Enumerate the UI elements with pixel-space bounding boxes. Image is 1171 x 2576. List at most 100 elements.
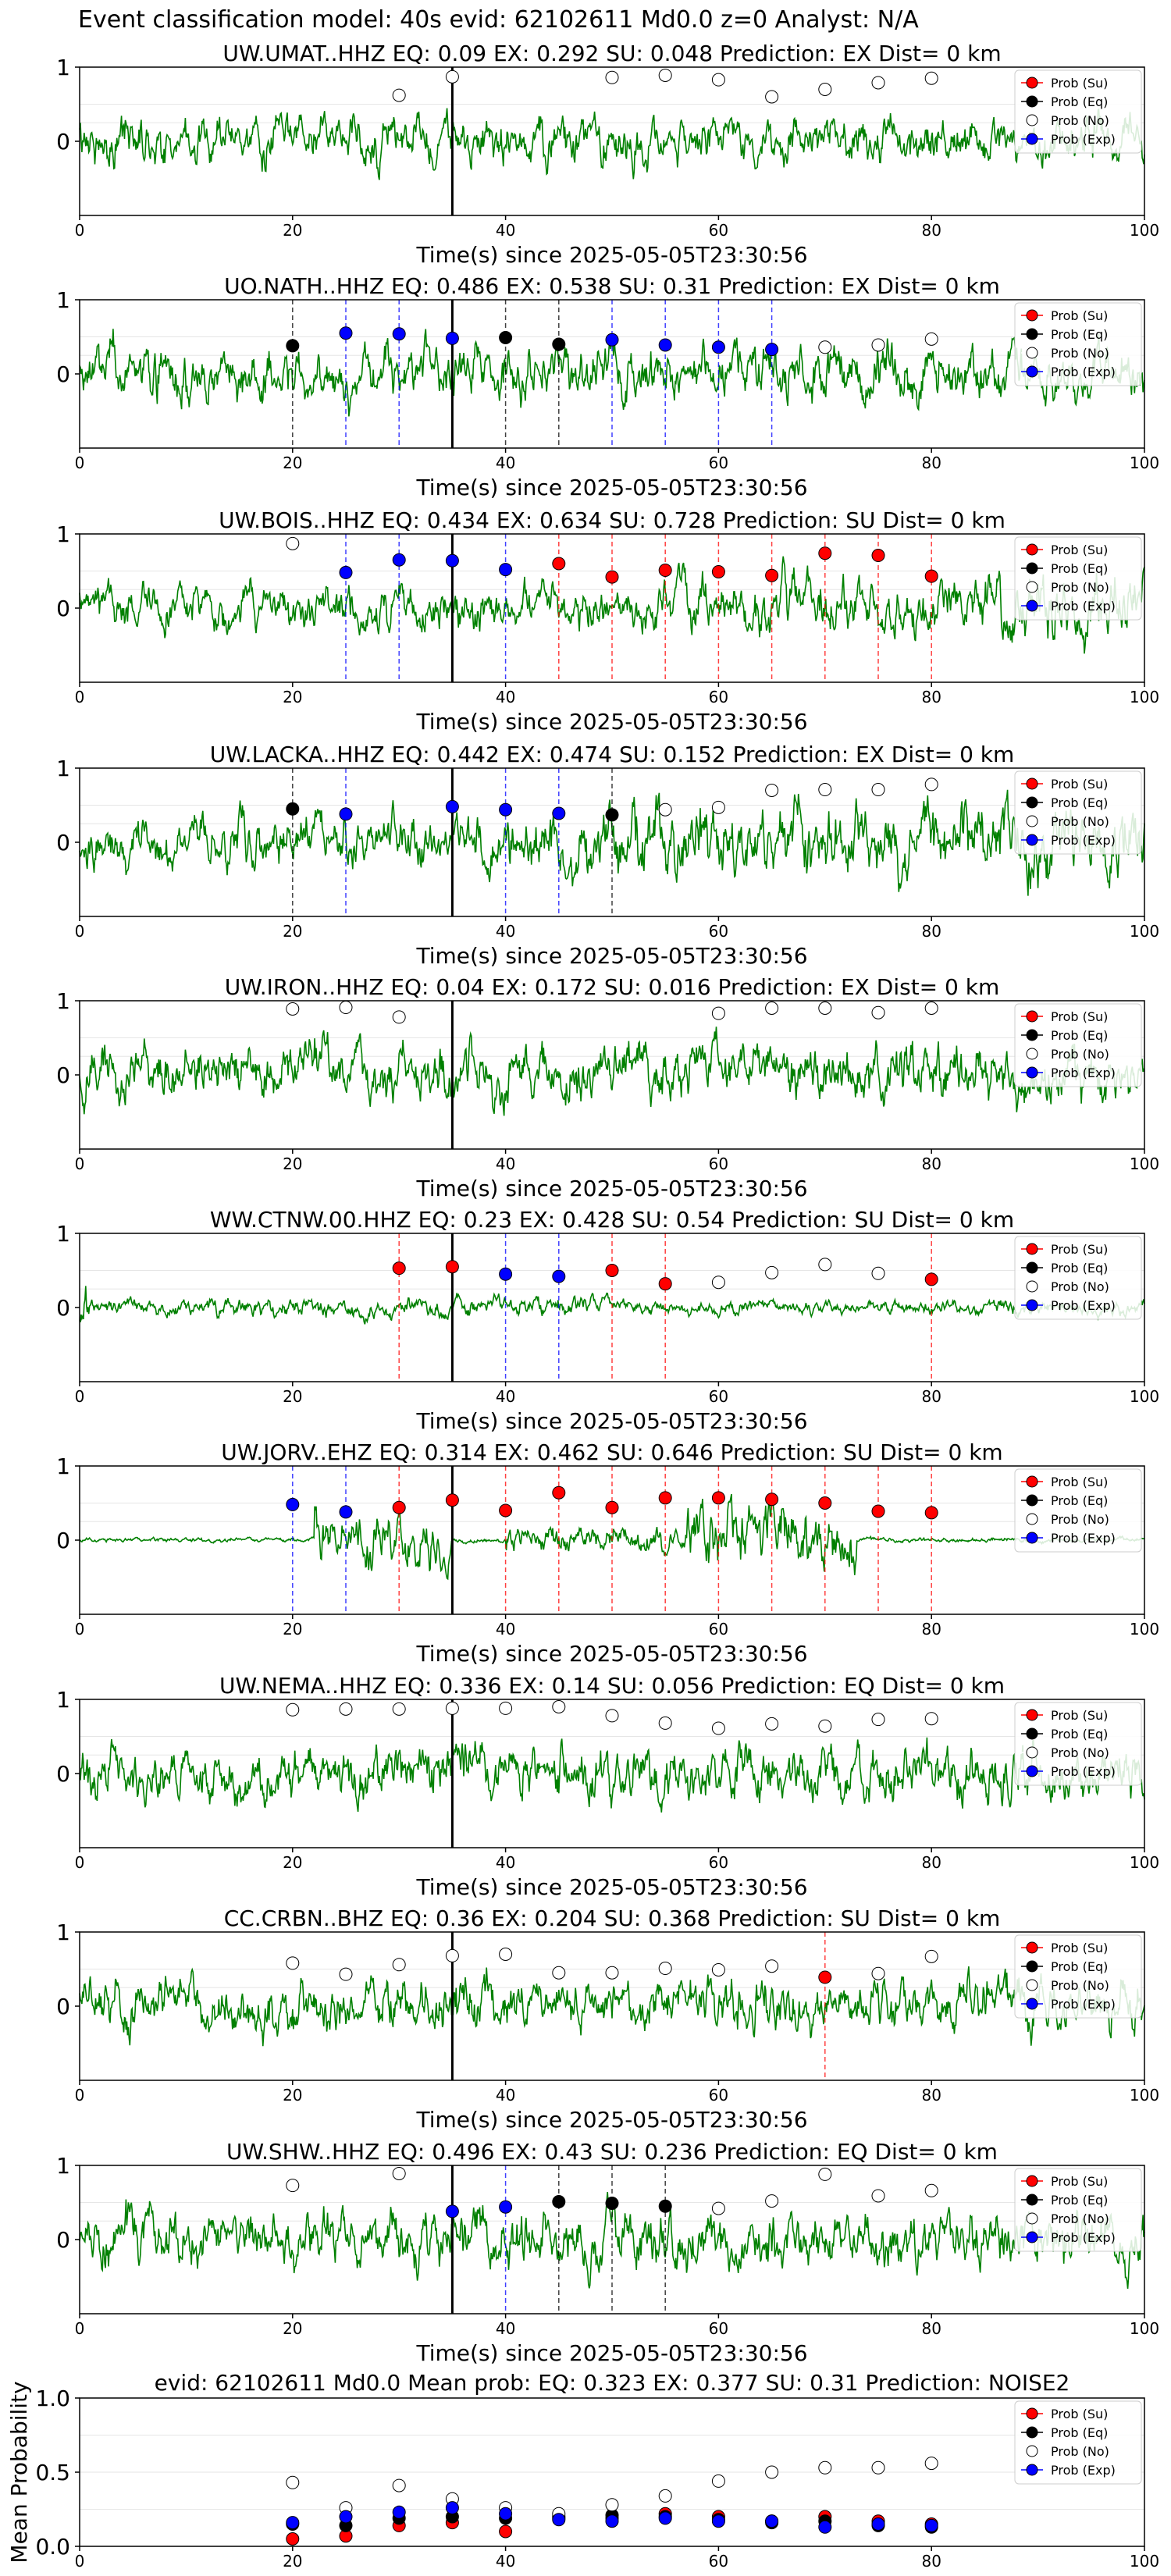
legend-marker — [1026, 95, 1038, 108]
x-tick-label: 100 — [1130, 2086, 1159, 2105]
prob-marker-eq — [605, 2196, 619, 2210]
y-tick-label: 0 — [56, 129, 70, 155]
legend-label: Prob (Exp) — [1051, 833, 1116, 848]
x-tick-label: 60 — [709, 688, 728, 706]
legend-label: Prob (No) — [1051, 1978, 1109, 1993]
x-tick-label: 100 — [1130, 1155, 1159, 1173]
prob-marker-su — [658, 564, 672, 578]
x-tick-label: 80 — [921, 688, 941, 706]
legend-marker — [1026, 133, 1038, 145]
legend-label: Prob (Su) — [1051, 1242, 1108, 1257]
prob-marker-no — [818, 2167, 832, 2181]
prob-marker-exp — [339, 807, 353, 821]
x-tick-label: 60 — [709, 2319, 728, 2338]
x-tick-label: 0 — [75, 454, 85, 472]
legend-frame — [1014, 536, 1142, 621]
legend-label: Prob (Exp) — [1051, 1764, 1116, 1779]
prob-marker-no — [711, 73, 725, 87]
legend-label: Prob (Su) — [1051, 1708, 1108, 1723]
panel-title: UW.JORV..EHZ EQ: 0.314 EX: 0.462 SU: 0.6… — [221, 1439, 1002, 1465]
prob-marker-no — [765, 90, 779, 104]
legend-frame — [1014, 1236, 1142, 1320]
mean-prob-point-no — [605, 2498, 619, 2512]
legend-marker — [1026, 2212, 1038, 2225]
prob-marker-su — [765, 568, 779, 582]
prob-marker-eq — [605, 808, 619, 822]
legend-label: Prob (No) — [1051, 1047, 1109, 1062]
panel-title: UW.SHW..HHZ EQ: 0.496 EX: 0.43 SU: 0.236… — [226, 2139, 998, 2165]
prob-marker-no — [658, 68, 672, 82]
legend: Prob (Su) Prob (Eq) Prob (No) Prob (Exp) — [1014, 302, 1142, 386]
x-tick-label: 0 — [75, 2552, 85, 2571]
prob-marker-no — [818, 783, 832, 797]
prob-marker-su — [818, 1970, 832, 1984]
legend-marker — [1026, 581, 1038, 593]
prob-marker-exp — [552, 806, 566, 820]
x-tick-label: 40 — [496, 454, 515, 472]
prob-marker-exp — [605, 333, 619, 347]
x-tick-label: 20 — [283, 1387, 302, 1406]
prob-marker-no — [871, 2189, 885, 2203]
x-tick-label: 100 — [1130, 2552, 1159, 2571]
panel-title: UW.BOIS..HHZ EQ: 0.434 EX: 0.634 SU: 0.7… — [219, 507, 1005, 533]
legend-label: Prob (No) — [1051, 1512, 1109, 1527]
x-axis-label: Time(s) since 2025-05-05T23:30:56 — [415, 1176, 807, 1201]
x-tick-label: 80 — [921, 2552, 941, 2571]
prob-marker-no — [392, 1702, 406, 1716]
prob-marker-no — [339, 1702, 353, 1716]
panel-title: CC.CRBN..BHZ EQ: 0.36 EX: 0.204 SU: 0.36… — [224, 1905, 1001, 1931]
mean-prob-point-exp — [339, 2510, 353, 2524]
station-panel: UW.LACKA..HHZ EQ: 0.442 EX: 0.474 SU: 0.… — [56, 742, 1145, 969]
x-axis-label: Time(s) since 2025-05-05T23:30:56 — [415, 709, 807, 735]
station-panel: UW.IRON..HHZ EQ: 0.04 EX: 0.172 SU: 0.01… — [56, 974, 1145, 1201]
prob-marker-su — [499, 1503, 513, 1517]
legend-marker — [1026, 2175, 1038, 2187]
legend-label: Prob (Eq) — [1051, 1727, 1108, 1742]
legend-marker — [1026, 76, 1038, 89]
legend-marker — [1026, 1998, 1038, 2010]
legend-label: Prob (Su) — [1051, 543, 1108, 557]
prob-marker-no — [765, 1959, 779, 1973]
legend-marker — [1026, 600, 1038, 612]
prob-marker-exp — [339, 565, 353, 579]
x-axis-label: Time(s) since 2025-05-05T23:30:56 — [415, 943, 807, 969]
panel-title: evid: 62102611 Md0.0 Mean prob: EQ: 0.32… — [155, 2370, 1070, 2396]
prob-marker-no — [711, 2201, 725, 2215]
legend: Prob (Su) Prob (Eq) Prob (No) Prob (Exp) — [1014, 69, 1142, 154]
y-tick-label: 0.0 — [35, 2534, 70, 2560]
legend: Prob (Su) Prob (Eq) Prob (No) Prob (Exp) — [1014, 1934, 1142, 2019]
legend-marker — [1026, 1048, 1038, 1060]
x-axis-label: Time(s) since 2025-05-05T23:30:56 — [415, 1874, 807, 1900]
prob-marker-no — [924, 71, 938, 85]
prob-marker-no — [818, 1258, 832, 1272]
legend-label: Prob (No) — [1051, 1279, 1109, 1294]
axes-frame — [79, 66, 1145, 216]
legend-label: Prob (Su) — [1051, 76, 1108, 91]
legend-marker — [1026, 2426, 1038, 2439]
x-tick-label: 60 — [709, 2552, 728, 2571]
mean-prob-point-exp — [765, 2514, 779, 2528]
legend-marker — [1026, 562, 1038, 575]
prob-marker-exp — [445, 553, 459, 568]
x-tick-label: 40 — [496, 688, 515, 706]
mean-prob-point-no — [392, 2478, 406, 2492]
prob-marker-no — [392, 1958, 406, 1972]
legend-label: Prob (Eq) — [1051, 561, 1108, 576]
legend-marker — [1026, 543, 1038, 556]
prob-marker-no — [552, 1700, 566, 1713]
legend-label: Prob (Eq) — [1051, 2193, 1108, 2208]
prob-marker-no — [871, 76, 885, 90]
x-tick-label: 40 — [496, 922, 515, 941]
legend-marker — [1026, 1243, 1038, 1255]
legend-label: Prob (No) — [1051, 346, 1109, 361]
legend-frame — [1014, 1003, 1142, 1087]
x-tick-label: 20 — [283, 2319, 302, 2338]
prob-marker-no — [445, 1701, 459, 1715]
legend-marker — [1026, 114, 1038, 126]
prob-marker-su — [924, 1506, 938, 1520]
legend-marker — [1026, 1280, 1038, 1293]
panel-title: WW.CTNW.00.HHZ EQ: 0.23 EX: 0.428 SU: 0.… — [210, 1207, 1014, 1233]
legend-label: Prob (No) — [1051, 2211, 1109, 2226]
mean-prob-point-exp — [286, 2516, 300, 2530]
prob-marker-exp — [339, 1505, 353, 1519]
